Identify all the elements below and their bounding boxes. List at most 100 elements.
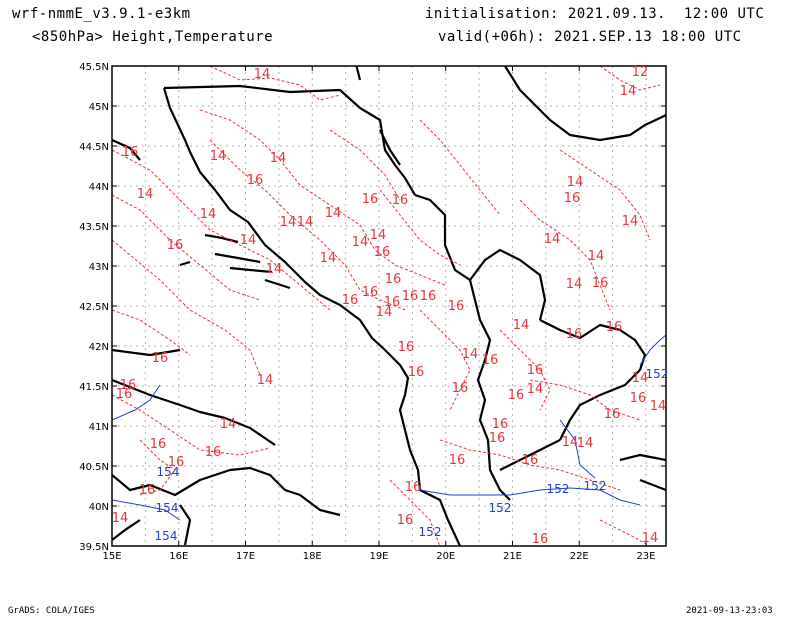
temp-contour-label: 14: [297, 215, 314, 230]
temp-contour-label: 14: [588, 249, 605, 264]
init-time: initialisation: 2021.09.13. 12:00 UTC: [425, 6, 765, 22]
temp-contour-label: 14: [210, 149, 227, 164]
temp-contour-label: 16: [527, 363, 544, 378]
temp-contour-label: 14: [513, 318, 530, 333]
temp-contour-label: 14: [632, 371, 649, 386]
height-contour-label: 152: [584, 479, 607, 493]
temp-contour-label: 14: [462, 347, 479, 362]
temp-contour-label: 16: [120, 378, 137, 393]
temp-contour-label: 14: [112, 511, 129, 526]
lon-tick-label: 22E: [570, 551, 589, 562]
valid-time: valid(+06h): 2021.SEP.13 18:00 UTC: [438, 29, 742, 45]
temp-contour-label: 14: [562, 435, 579, 450]
temp-contour-label: 16: [592, 276, 609, 291]
temp-contour-label: 14: [650, 399, 667, 414]
temperature-contours: [112, 66, 661, 546]
lat-tick-label: 41.5N: [79, 382, 109, 393]
lon-tick-label: 17E: [236, 551, 255, 562]
temp-contour-label: 14: [240, 233, 257, 248]
field-title: <850hPa> Height,Temperature: [32, 29, 274, 45]
height-contour-label: 152: [489, 501, 512, 515]
temp-contour-label: 14: [544, 232, 561, 247]
temp-contour-label: 16: [492, 417, 509, 432]
lat-tick-label: 42N: [89, 342, 109, 353]
model-title: wrf-nmmE_v3.9.1-e3km: [12, 6, 191, 22]
temp-contour-label: 16: [564, 191, 581, 206]
temp-contour-label: 16: [384, 295, 401, 310]
temp-contour-label: 16: [116, 387, 133, 402]
temp-contour-label: 16: [398, 340, 415, 355]
temp-contour-label: 12: [632, 65, 649, 80]
lon-tick-label: 23E: [636, 551, 655, 562]
grads-credit: GrADS: COLA/IGES: [8, 606, 95, 616]
temp-contour-label: 16: [150, 437, 167, 452]
temp-contour-label: 14: [527, 382, 544, 397]
lon-tick-label: 15E: [102, 551, 121, 562]
temp-contour-label: 14: [325, 206, 342, 221]
temp-contour-label: 16: [362, 285, 379, 300]
lat-tick-label: 42.5N: [79, 302, 109, 313]
temp-contour-label: 14: [137, 187, 154, 202]
temp-contour-label: 16: [385, 272, 402, 287]
temp-contour-label: 14: [270, 151, 287, 166]
height-contour-label: 152: [646, 367, 669, 381]
temp-contour-label: 14: [376, 305, 393, 320]
grid-lines: [112, 66, 666, 546]
temp-contour-label: 14: [566, 277, 583, 292]
temp-contour-label: 16: [374, 245, 391, 260]
temp-contour-label: 14: [280, 215, 297, 230]
temp-contour-label: 14: [257, 373, 274, 388]
temp-contour-label: 16: [508, 388, 525, 403]
temp-contour-label: 16: [342, 293, 359, 308]
temp-contour-label: 14: [567, 175, 584, 190]
lat-tick-label: 45.5N: [79, 62, 109, 73]
temp-contour-label: 16: [205, 445, 222, 460]
temp-contour-label: 16: [452, 381, 469, 396]
temp-contour-label: 16: [482, 353, 499, 368]
lat-tick-label: 40N: [89, 502, 109, 513]
lat-tick-label: 41N: [89, 422, 109, 433]
temp-contour-label: 16: [122, 145, 139, 160]
lon-tick-label: 20E: [436, 551, 455, 562]
temp-contour-label: 14: [622, 214, 639, 229]
lon-tick-label: 21E: [503, 551, 522, 562]
temp-contour-label: 16: [402, 289, 419, 304]
temp-contour-label: 16: [152, 351, 169, 366]
temp-contour-label: 16: [408, 365, 425, 380]
temp-contour-label: 16: [630, 391, 647, 406]
height-contour-label: 152: [547, 482, 570, 496]
height-labels: 152 154 154 152 152 152 152 154: [155, 367, 669, 543]
lat-tick-label: 43N: [89, 262, 109, 273]
height-contour-label: 154: [155, 529, 178, 543]
temp-contour-label: 14: [200, 207, 217, 222]
temp-contour-label: 16: [606, 320, 623, 335]
height-contour-label: 154: [156, 501, 179, 515]
temp-contour-label: 16: [489, 431, 506, 446]
temp-contour-label: 16: [247, 173, 264, 188]
temp-contour-label: 14: [620, 84, 637, 99]
temp-contour-label: 16: [448, 299, 465, 314]
lat-tick-label: 40.5N: [79, 462, 109, 473]
temp-contour-label: 14: [320, 251, 337, 266]
axis-ticks: 45.5N 45N 44.5N 44N 43.5N 43N 42.5N 42N 41.5N 41N…: [79, 62, 666, 562]
lon-tick-label: 16E: [169, 551, 188, 562]
temp-contour-label: 14: [577, 436, 594, 451]
temp-contour-label: 16: [449, 453, 466, 468]
temp-contour-label: 14: [370, 228, 387, 243]
lon-tick-label: 18E: [303, 551, 322, 562]
height-contours: [112, 334, 666, 521]
temp-contour-label: 16: [566, 327, 583, 342]
temp-contour-label: 16: [362, 192, 379, 207]
temp-contour-label: 16: [532, 532, 549, 547]
temp-contour-label: 14: [254, 67, 271, 82]
temp-contour-label: 14: [352, 235, 369, 250]
lat-tick-label: 43.5N: [79, 222, 109, 233]
render-timestamp: 2021-09-13-23:03: [686, 606, 773, 616]
temp-contour-label: 14: [220, 417, 237, 432]
coastlines: [112, 66, 666, 546]
temp-contour-label: 16: [167, 238, 184, 253]
lat-tick-label: 44N: [89, 182, 109, 193]
temp-contour-label: 16: [397, 513, 414, 528]
